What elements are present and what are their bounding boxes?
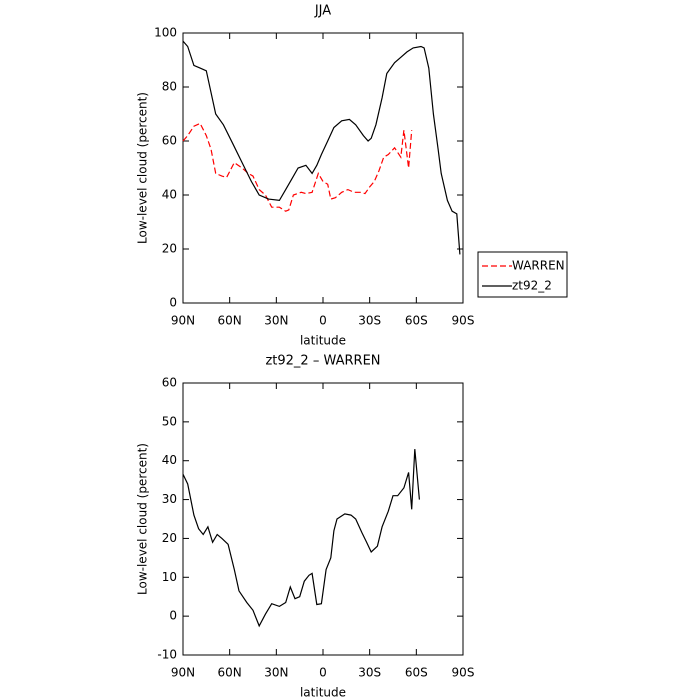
x-tick-label: 0 [319,314,327,328]
x-tick-label: 90N [171,666,195,680]
data-line [182,449,420,628]
x-tick-label: 60N [218,314,242,328]
x-tick-label: 0 [319,666,327,680]
x-axis-label: latitude [300,334,346,348]
y-tick-label: 60 [162,134,177,148]
y-tick-label: 20 [162,531,177,545]
y-tick-label: 0 [169,609,177,623]
chart-title: JJA [314,4,331,19]
y-tick-label: 40 [162,188,177,202]
plot-frame [182,382,464,656]
y-tick-label: 50 [162,414,177,428]
y-tick-label: 0 [169,296,177,310]
y-tick-label: 40 [162,453,177,467]
legend-label: zt92_2 [512,279,552,293]
x-tick-label: 30N [264,314,288,328]
x-axis-label: latitude [300,686,346,700]
data-line [182,40,461,255]
legend-label: WARREN [512,259,565,273]
x-tick-label: 30S [358,314,381,328]
y-tick-label: 60 [162,376,177,390]
x-tick-label: 30S [358,666,381,680]
data-line [182,122,413,212]
y-axis-label: Low-level cloud (percent) [136,92,150,244]
x-tick-label: 90S [452,666,475,680]
y-tick-label: 30 [162,492,177,506]
y-tick-label: 80 [162,80,177,94]
plot-frame [182,32,464,304]
legend-box [477,251,568,298]
y-tick-label: -10 [157,648,177,662]
x-tick-label: 60S [405,666,428,680]
x-tick-label: 60S [405,314,428,328]
y-axis-label: Low-level cloud (percent) [136,443,150,595]
x-tick-label: 90N [171,314,195,328]
x-tick-label: 60N [218,666,242,680]
y-tick-label: 100 [154,26,177,40]
x-tick-label: 90S [452,314,475,328]
y-tick-label: 10 [162,570,177,584]
x-tick-label: 30N [264,666,288,680]
chart-title: zt92_2 – WARREN [265,354,380,369]
y-tick-label: 20 [162,242,177,256]
